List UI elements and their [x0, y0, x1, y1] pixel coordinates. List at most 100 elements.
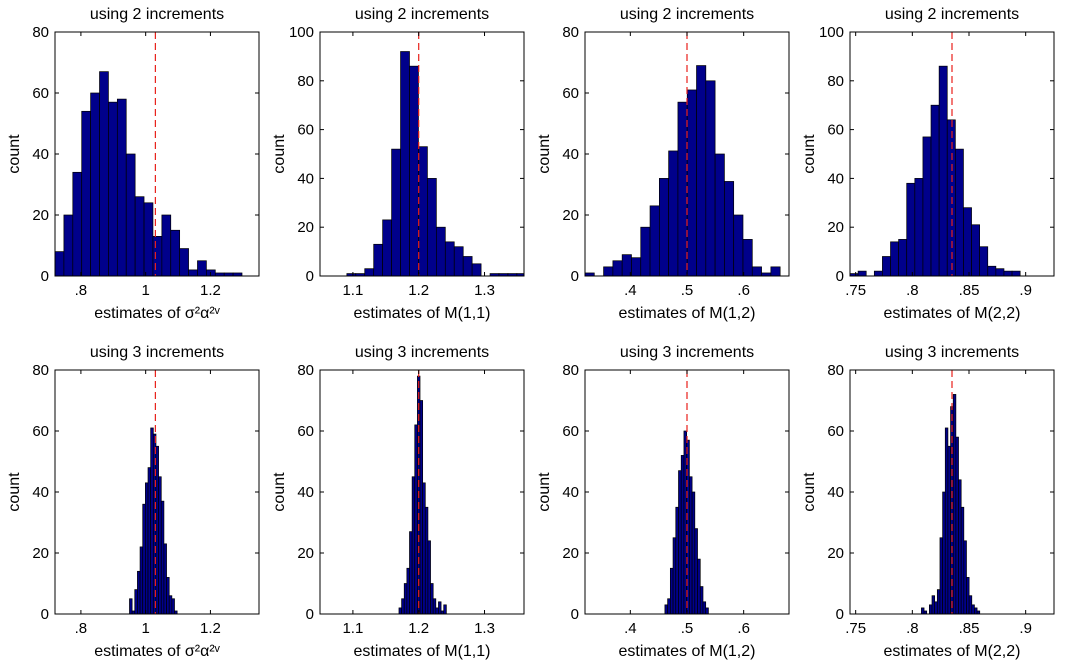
- y-tick-label: 80: [562, 24, 579, 41]
- y-tick-label: 40: [562, 484, 579, 501]
- histogram-bar: [683, 430, 688, 614]
- histogram-bar: [1011, 270, 1021, 276]
- histogram-bar: [667, 598, 671, 614]
- histogram-bar: [155, 445, 159, 614]
- x-axis-label: estimates of M(1,1): [354, 643, 491, 660]
- histogram-bar: [697, 558, 701, 614]
- histogram-bar: [179, 248, 189, 276]
- x-tick-label: 1.1: [342, 282, 363, 299]
- histogram-bar: [139, 546, 144, 614]
- x-tick-label: 1.3: [474, 282, 495, 299]
- x-tick-label: 1.2: [200, 282, 221, 299]
- x-tick-label: .75: [845, 620, 866, 637]
- histogram-bar: [170, 229, 181, 276]
- axes-box: [319, 31, 525, 277]
- y-axis-label: count: [536, 134, 553, 174]
- histogram-bar: [419, 400, 424, 614]
- y-tick-label: 80: [827, 362, 844, 379]
- histogram-bar: [672, 537, 677, 614]
- histogram-bar: [942, 491, 946, 614]
- histogram-bar: [391, 148, 401, 276]
- histogram-bar: [161, 214, 172, 276]
- histogram-bar: [939, 537, 943, 614]
- histogram-bar: [974, 607, 978, 614]
- x-tick-label: .8: [75, 620, 88, 637]
- y-tick-label: 0: [571, 268, 579, 285]
- x-tick-label: 1.2: [200, 620, 221, 637]
- y-axis-label: count: [6, 472, 23, 512]
- histogram-bar: [232, 272, 243, 276]
- histogram-bar: [612, 260, 623, 276]
- y-tick-label: 60: [562, 423, 579, 440]
- y-tick-label: 60: [827, 423, 844, 440]
- histogram-bar: [158, 476, 162, 614]
- bars: [55, 71, 243, 276]
- histogram-bar: [424, 506, 429, 614]
- histogram-bar: [987, 265, 997, 276]
- histogram-bar: [471, 263, 482, 276]
- x-tick-label: 1.3: [474, 620, 495, 637]
- bars: [346, 51, 524, 276]
- bars: [921, 394, 981, 614]
- histogram-bar: [129, 598, 133, 614]
- y-axis-label: count: [801, 134, 818, 174]
- histogram-bar: [430, 583, 434, 614]
- histogram-bar: [631, 257, 642, 276]
- y-tick-label: 20: [562, 545, 579, 562]
- histogram-bar: [147, 467, 152, 614]
- histogram-bar: [373, 243, 384, 276]
- histogram-bar: [995, 268, 1005, 276]
- y-tick-label: 80: [562, 362, 579, 379]
- histogram-bar: [400, 51, 410, 276]
- histogram-bar: [770, 266, 781, 276]
- histogram-bar: [427, 178, 437, 276]
- y-tick-label: 60: [297, 122, 314, 139]
- histogram-bar: [166, 577, 170, 614]
- histogram-bar: [668, 150, 679, 276]
- x-axis-label: estimates of M(1,1): [354, 305, 491, 322]
- bars: [398, 375, 447, 614]
- histogram-bar: [680, 455, 685, 614]
- histogram-bar: [944, 427, 949, 614]
- y-axis-label: count: [536, 472, 553, 512]
- x-tick-label: .5: [681, 620, 694, 637]
- histogram-panel-8: 0 20 40 60 80 .75 .8 .85 .9 using 3 increments est…: [801, 344, 1055, 660]
- x-tick-label: .6: [737, 282, 750, 299]
- histogram-bar: [898, 239, 908, 276]
- x-tick-label: .4: [624, 282, 637, 299]
- histogram-bar: [882, 256, 891, 276]
- histogram-bar: [658, 178, 669, 276]
- histogram-bar: [724, 181, 735, 276]
- y-axis-label: count: [6, 134, 23, 174]
- y-tick-label: 20: [562, 207, 579, 224]
- histogram-bar: [954, 148, 964, 276]
- histogram-panel-7: 0 20 40 60 80 .4 .5 .6 using 3 increments estimat…: [536, 344, 790, 660]
- histogram-bar: [152, 236, 163, 276]
- x-tick-label: 1.1: [342, 620, 363, 637]
- histogram-bar: [55, 251, 65, 276]
- y-tick-label: 0: [836, 268, 844, 285]
- x-axis-label: estimates of M(2,2): [884, 643, 1021, 660]
- histogram-bar: [979, 246, 989, 276]
- histogram-bar: [664, 604, 668, 614]
- histogram-bar: [462, 256, 473, 276]
- histogram-bar: [90, 92, 100, 276]
- chart-title: using 3 increments: [620, 344, 754, 361]
- histogram-bar: [443, 604, 447, 614]
- histogram-bar: [696, 65, 707, 276]
- bars: [850, 65, 1021, 276]
- histogram-bar: [1003, 270, 1013, 276]
- axes-box: [849, 31, 1055, 277]
- x-tick-label: .8: [75, 282, 88, 299]
- chart-title: using 2 increments: [620, 6, 754, 23]
- histogram-bar: [966, 577, 970, 614]
- histogram-bar: [923, 610, 928, 614]
- histogram-bar: [946, 119, 956, 276]
- y-tick-label: 20: [827, 219, 844, 236]
- histogram-bar: [936, 589, 941, 614]
- x-tick-label: .9: [1019, 282, 1032, 299]
- histogram-bar: [929, 604, 933, 614]
- x-tick-label: .85: [959, 620, 980, 637]
- x-axis-label: estimates of σ²α²ᵛ: [94, 643, 220, 660]
- histogram-bar: [686, 89, 697, 276]
